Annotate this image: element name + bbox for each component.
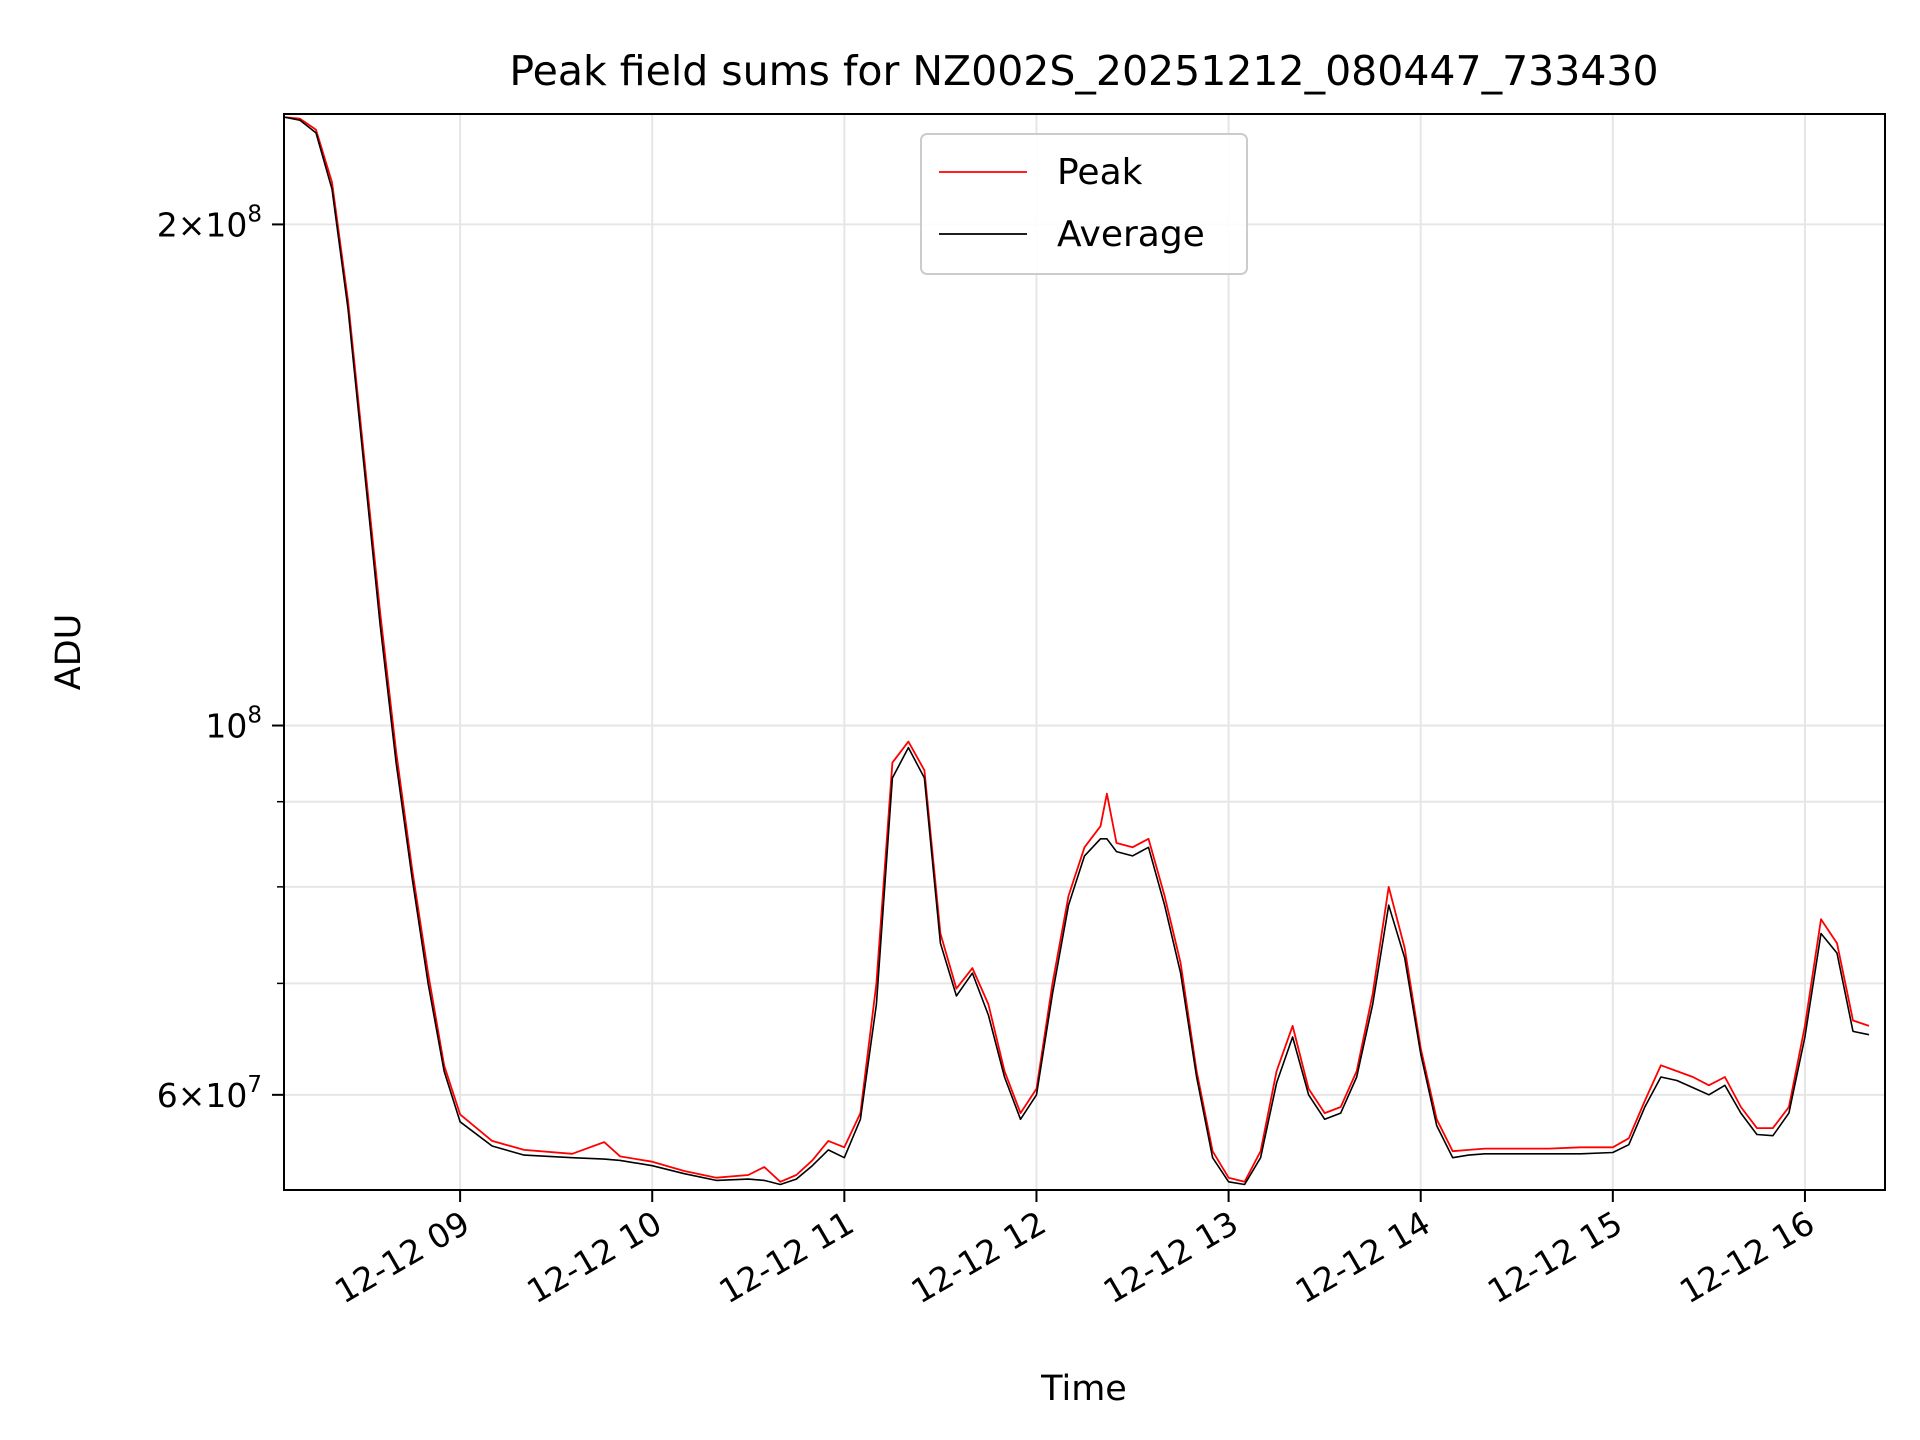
series-layer <box>284 116 1870 1186</box>
y-tick-ten: 10 <box>205 205 247 244</box>
y-axis-label: ADU <box>49 614 89 691</box>
y-tick-exponent: 7 <box>247 1072 262 1098</box>
x-axis-label: Time <box>1040 1369 1127 1409</box>
series-line-average <box>284 116 1870 1186</box>
y-tick-base: 6 <box>157 1076 178 1115</box>
legend: Peak Average <box>920 133 1248 275</box>
y-tick-label: 108 <box>205 703 262 746</box>
y-tick-ten: 10 <box>205 707 247 746</box>
y-tick-exponent: 8 <box>247 201 262 227</box>
legend-label-average: Average <box>1057 214 1205 255</box>
chart-title: Peak field sums for NZ002S_20251212_0804… <box>509 47 1658 95</box>
legend-label-peak: Peak <box>1057 152 1143 193</box>
y-tick-exponent: 8 <box>247 703 262 729</box>
legend-box <box>920 133 1248 275</box>
y-tick-times: × <box>178 205 206 244</box>
grid-lines <box>284 114 1885 1190</box>
y-tick-base: 2 <box>157 205 178 244</box>
y-tick-label: 6×107 <box>157 1072 262 1115</box>
y-tick-label: 2×108 <box>157 201 262 244</box>
y-tick-times: × <box>178 1076 206 1115</box>
y-tick-ten: 10 <box>205 1076 247 1115</box>
plot-area-frame <box>283 113 1886 1191</box>
series-line-peak <box>284 116 1870 1183</box>
